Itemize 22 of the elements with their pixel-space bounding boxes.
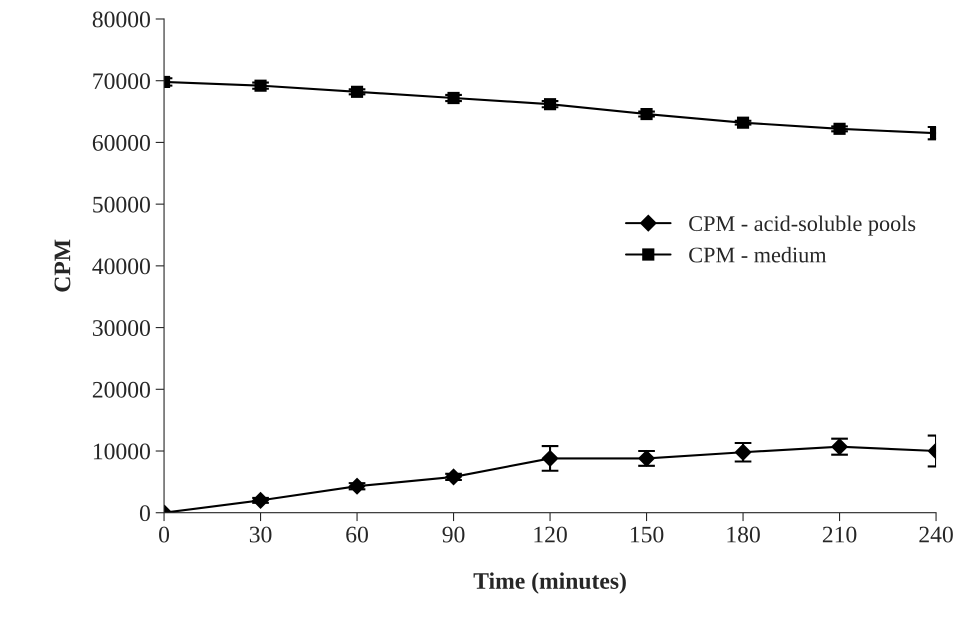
x-tick-label: 180 bbox=[727, 526, 760, 543]
y-tick-label: 20000 bbox=[92, 382, 150, 398]
x-tick-label: 120 bbox=[534, 526, 567, 543]
y-tick-label: 80000 bbox=[92, 11, 150, 28]
y-tick-label: 0 bbox=[140, 505, 150, 522]
x-tick-label: 60 bbox=[346, 526, 368, 543]
y-tick-label: 30000 bbox=[92, 320, 150, 336]
legend-label: CPM - acid-soluble pools bbox=[689, 215, 916, 236]
x-axis-title: Time (minutes) bbox=[474, 572, 626, 594]
x-tick-label: 210 bbox=[822, 526, 856, 543]
x-tick-label: 150 bbox=[630, 526, 664, 543]
x-tick-label: 240 bbox=[919, 526, 953, 543]
y-tick-label: 60000 bbox=[92, 134, 150, 151]
y-tick-label: 10000 bbox=[94, 444, 150, 460]
y-tick-label: 50000 bbox=[93, 196, 150, 213]
x-tick-label: 30 bbox=[250, 526, 272, 543]
x-tick-label: 0 bbox=[159, 526, 170, 543]
x-tick-label: 90 bbox=[442, 526, 464, 543]
legend-label: CPM - medium bbox=[689, 246, 826, 263]
y-axis-title: CPM bbox=[54, 240, 70, 292]
y-tick-label: 70000 bbox=[93, 73, 150, 90]
y-tick-label: 40000 bbox=[92, 258, 150, 274]
